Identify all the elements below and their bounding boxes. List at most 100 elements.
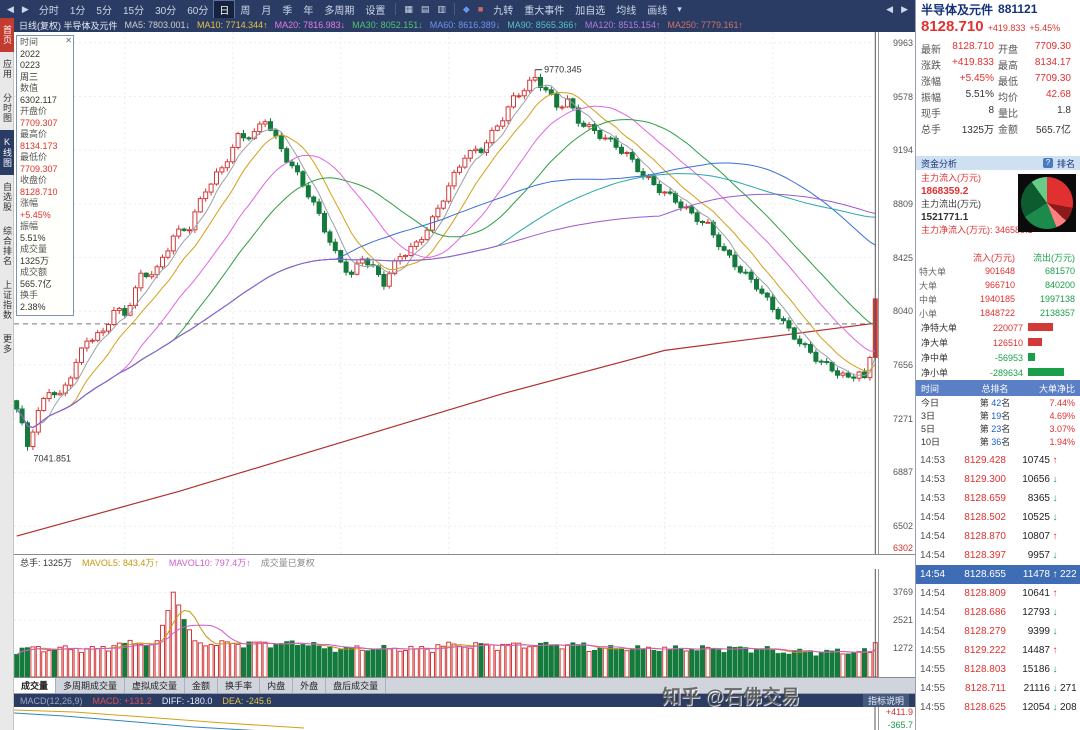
help-icon[interactable]: ? [1042, 158, 1053, 168]
tick-row[interactable]: 14:55 8128.711 21116 ↓ 271 [916, 679, 1080, 698]
tick-row[interactable]: 14:54 8128.870 10807 ↑ [916, 527, 1080, 546]
infobox-line: 振幅 [20, 221, 39, 231]
period-button-周[interactable]: 周 [240, 5, 251, 17]
sidebar-item-综合排名[interactable]: 综合排名 [2, 226, 12, 266]
prev-page-icon[interactable]: ◀ [886, 3, 894, 14]
indicator-tab-内盘[interactable]: 内盘 [260, 678, 294, 693]
sidebar-item-应用[interactable]: 应用 [2, 59, 12, 79]
macd-pane[interactable]: +411.9 -365.7 [14, 707, 915, 730]
tick-row[interactable]: 14:53 8129.428 10745 ↑ [916, 451, 1080, 470]
next-page-icon[interactable]: ▶ [901, 3, 908, 14]
tick-row[interactable]: 14:54 8128.502 10525 ↓ [916, 508, 1080, 527]
grid-layout-icon[interactable]: ▦ [404, 3, 413, 14]
forward-icon[interactable]: ▶ [21, 3, 29, 14]
tick-time: 14:53 [920, 493, 946, 504]
indicator-tab-盘后成交量[interactable]: 盘后成交量 [326, 678, 387, 693]
price-axis-min-label: 6302 [892, 543, 913, 553]
fund-net-row: 净大单 126510 [921, 335, 1075, 350]
dropdown-icon[interactable]: ▾ [677, 3, 682, 14]
infobox-line: 8128.710 [20, 186, 58, 197]
tick-row[interactable]: 14:54 8128.655 11478 ↑ 222 [916, 565, 1080, 584]
split-layout-icon[interactable]: ▤ [420, 3, 430, 14]
period-button-15分[interactable]: 15分 [122, 5, 145, 17]
infobox-line: 换手 [20, 290, 39, 300]
volume-axis-label: 2521 [892, 615, 913, 626]
kline-pane[interactable]: 9770.345 7041.851 9963 9578 9194 8809 8425 804… [14, 32, 915, 555]
quote-value: 7709.30 [1034, 40, 1071, 52]
quote-label: 涨跌 [921, 60, 941, 72]
period-button-日[interactable]: 日 [213, 0, 236, 19]
tick-volume: 8365 [1027, 493, 1050, 504]
close-icon[interactable]: ✕ [65, 36, 72, 45]
period-button-设置[interactable]: 设置 [365, 5, 386, 17]
fund-pie-box [1018, 174, 1076, 232]
kline-chart[interactable]: 9770.345 7041.851 [14, 32, 878, 554]
tick-row[interactable]: 14:53 8129.300 10656 ↓ [916, 470, 1080, 489]
tick-row[interactable]: 14:54 8128.397 9957 ↓ [916, 546, 1080, 565]
indicator-tab-金额[interactable]: 金额 [185, 678, 219, 693]
period-button-季[interactable]: 季 [282, 5, 293, 17]
tick-extra: 271 [1060, 683, 1076, 694]
tool-button-画线[interactable]: 画线 [647, 5, 668, 17]
tool-button-重大事件[interactable]: 重大事件 [524, 5, 565, 17]
infobox-line: 涨幅 [20, 198, 39, 208]
infobox-line: 2022 [20, 48, 41, 59]
square-icon[interactable]: ■ [477, 4, 484, 14]
sidebar-item-K线图[interactable]: K线图 [0, 130, 14, 175]
period-button-分时[interactable]: 分时 [38, 5, 59, 17]
tick-time: 14:55 [920, 645, 946, 656]
tick-time: 14:54 [920, 569, 946, 580]
price-axis-label: 8425 [892, 252, 913, 263]
quote-value: 7709.30 [1034, 72, 1071, 84]
volume-chart[interactable] [14, 569, 878, 677]
period-button-1分[interactable]: 1分 [69, 5, 86, 17]
macd-axis-bottom: -365.7 [887, 720, 913, 730]
tick-row[interactable]: 14:54 8128.809 10641 ↑ [916, 584, 1080, 603]
quote-value: 1.8 [1057, 104, 1071, 116]
fund-rank-button[interactable]: 排名 [1056, 158, 1075, 169]
tick-volume: 14487 [1022, 645, 1050, 656]
tick-row[interactable]: 14:55 8128.625 12054 ↓ 208 [916, 698, 1080, 717]
period-button-年[interactable]: 年 [303, 5, 314, 17]
tick-row[interactable]: 14:54 8128.686 12793 ↓ [916, 603, 1080, 622]
indicator-tab-虚拟成交量[interactable]: 虚拟成交量 [125, 678, 186, 693]
tick-row[interactable]: 14:54 8128.279 9399 ↓ [916, 622, 1080, 641]
period-button-5分[interactable]: 5分 [96, 5, 112, 17]
back-icon[interactable]: ◀ [7, 3, 14, 14]
kline-header-bar: 日线(复权) 半导体及元件 MA5: 7803.001↓ MA10: 7714.3… [14, 18, 915, 32]
period-button-月[interactable]: 月 [261, 5, 272, 17]
tool-button-加自选[interactable]: 加自选 [575, 5, 606, 17]
diamond-icon[interactable]: ◆ [462, 3, 470, 14]
sidebar-item-上证指数[interactable]: 上证指数 [2, 280, 12, 320]
tick-volume: 9399 [1027, 626, 1050, 637]
list-layout-icon[interactable]: ▥ [437, 3, 446, 14]
tool-button-均线[interactable]: 均线 [616, 5, 637, 17]
fund-table-row: 特大单 901648 681570 [919, 266, 1075, 277]
tick-row[interactable]: 14:55 8129.222 14487 ↑ [916, 641, 1080, 660]
net-bar [1028, 352, 1035, 361]
indicator-tab-成交量[interactable]: 成交量 [14, 678, 57, 693]
sidebar-item-首页[interactable]: 首页 [0, 18, 14, 52]
tool-button-九转[interactable]: 九转 [493, 5, 514, 17]
infobox-line: 成交额 [20, 267, 48, 277]
tick-volume: 11478 [1022, 569, 1050, 580]
period-button-30分[interactable]: 30分 [155, 5, 177, 17]
sidebar-item-更多[interactable]: 更多 [2, 334, 12, 354]
net-bar [1028, 322, 1053, 331]
tool-button-group: 九转 重大事件 加自选 均线 画线 [488, 1, 672, 18]
indicator-tab-外盘[interactable]: 外盘 [293, 678, 327, 693]
indicator-tab-多周期成交量[interactable]: 多周期成交量 [56, 678, 126, 693]
ma-legend-item: MA120: 8515.154↑ [584, 20, 661, 30]
tick-row[interactable]: 14:53 8128.659 8365 ↓ [916, 489, 1080, 508]
sidebar-item-分时图[interactable]: 分时图 [2, 93, 12, 123]
tick-direction-icon: ↓ [1052, 626, 1058, 637]
indicator-tab-换手率[interactable]: 换手率 [218, 678, 261, 693]
kline-info-box[interactable]: ✕ 时间 2022 0223 周三 数值 6302.117 开盘价 7709.307 最高价 81… [16, 35, 74, 316]
tick-row[interactable]: 14:55 8128.803 15186 ↓ [916, 660, 1080, 679]
tick-time: 14:55 [920, 683, 946, 694]
volume-pane[interactable]: 3769 2521 1272 [14, 569, 915, 678]
period-button-60分[interactable]: 60分 [187, 5, 209, 17]
period-button-多周期[interactable]: 多周期 [324, 5, 355, 17]
sidebar-item-自选股[interactable]: 自选股 [2, 182, 12, 212]
indicator-help-button[interactable]: 指标说明 [862, 694, 909, 707]
